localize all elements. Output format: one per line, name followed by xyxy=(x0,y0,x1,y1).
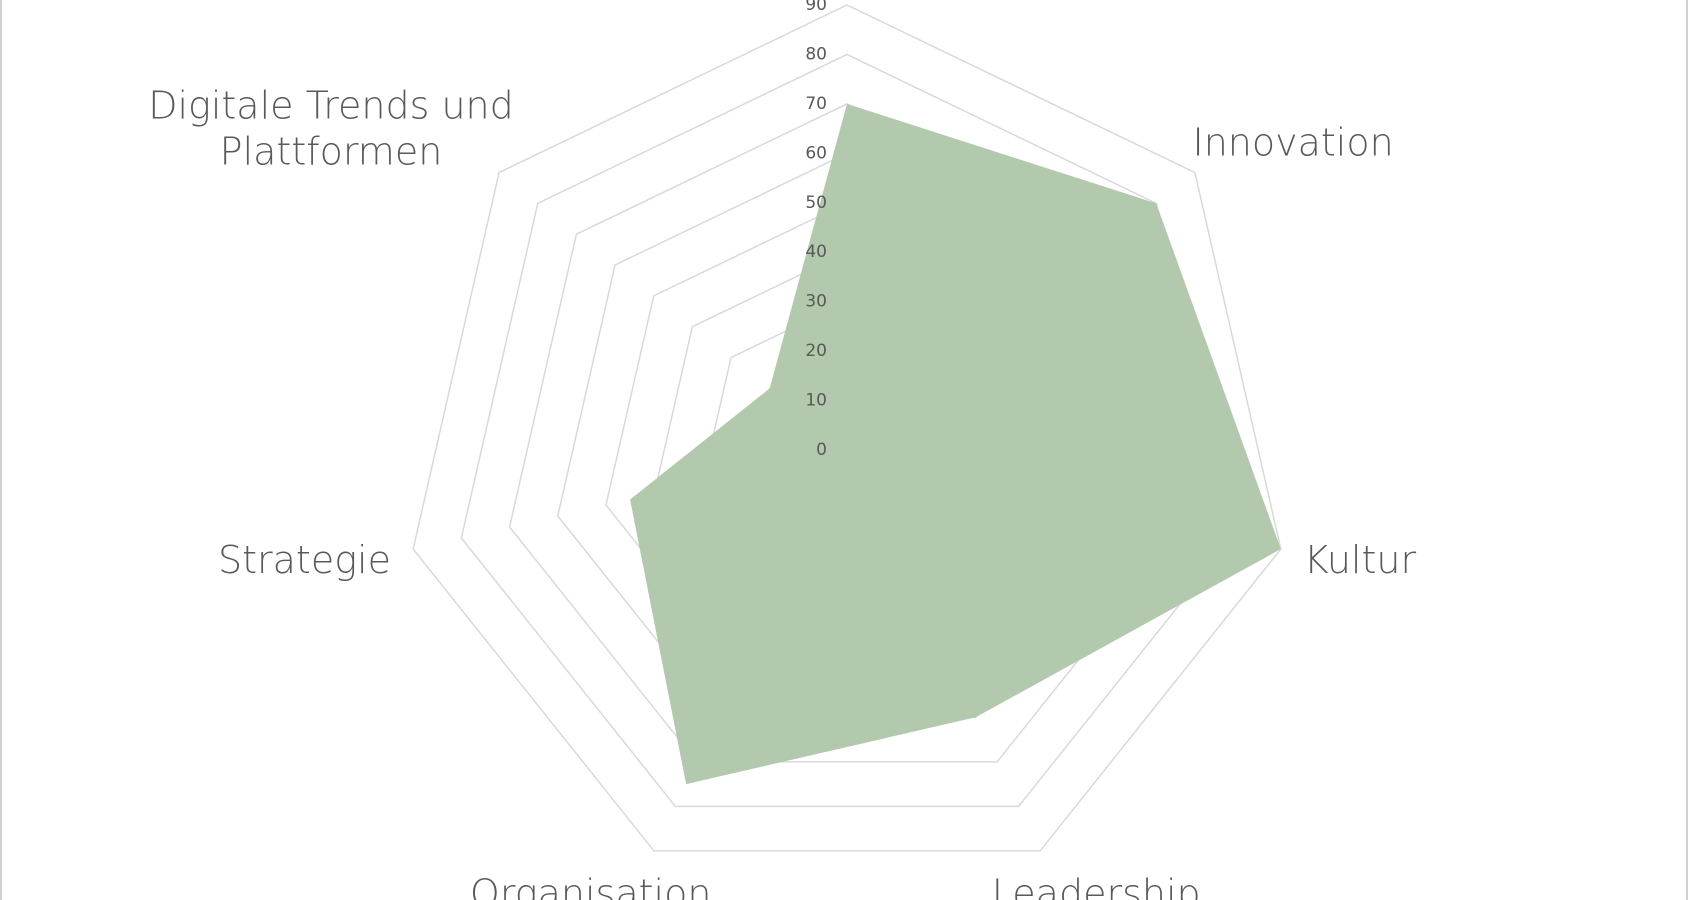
category-label: Organisation xyxy=(469,872,712,900)
r-tick-label: 30 xyxy=(805,292,827,312)
r-tick-label: 90 xyxy=(805,0,827,15)
r-tick-label: 60 xyxy=(805,143,827,163)
r-tick-label: 10 xyxy=(805,391,827,411)
r-tick-label: 70 xyxy=(805,94,827,114)
r-tick-label: 0 xyxy=(816,440,827,460)
category-label: Strategie xyxy=(217,537,391,582)
category-label: Leadership xyxy=(991,872,1201,900)
r-tick-label: 40 xyxy=(805,242,827,262)
r-tick-label: 50 xyxy=(805,193,827,213)
category-label: Kultur xyxy=(1303,537,1417,582)
r-tick-label: 80 xyxy=(805,44,827,64)
radar-area xyxy=(630,103,1281,785)
r-tick-label: 20 xyxy=(805,341,827,361)
category-label: Innovation xyxy=(1192,120,1394,165)
category-label: Digitale Trends und Plattformen xyxy=(148,83,514,174)
grid-ring xyxy=(412,4,1282,852)
